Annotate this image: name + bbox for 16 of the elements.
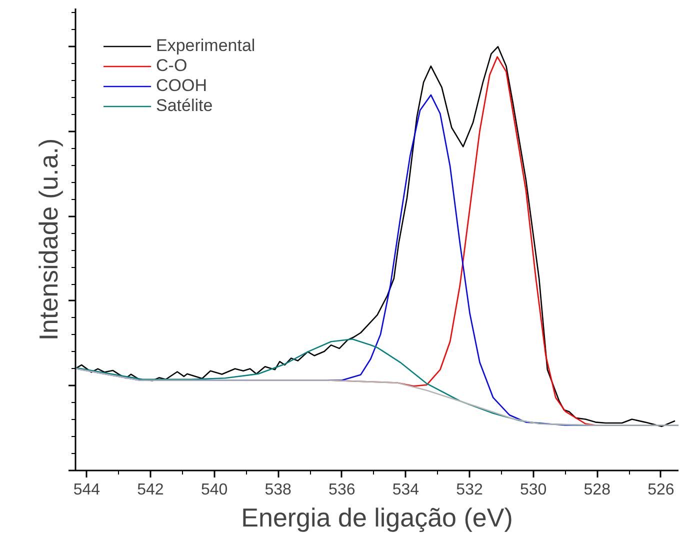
x-tick-label: 526 [648, 482, 674, 498]
x-tick-label: 544 [73, 482, 100, 498]
x-tick-label: 532 [456, 482, 483, 498]
legend-label: Satélite [156, 96, 213, 116]
x-tick-label: 542 [137, 482, 164, 498]
x-tick-label: 534 [392, 482, 420, 498]
x-tick-label: 528 [584, 482, 611, 498]
x-tick-label: 538 [264, 482, 292, 498]
x-tick-label: 536 [328, 482, 356, 498]
legend-label: COOH [156, 76, 207, 96]
legend-label: C-O [156, 56, 188, 76]
legend-label: Experimental [156, 36, 256, 56]
x-axis-title: Energia de ligação (eV) [241, 502, 513, 532]
y-axis-title: Intensidade (u.a.) [34, 138, 64, 341]
x-tick-label: 530 [520, 482, 547, 498]
x-tick-label: 540 [200, 482, 228, 498]
